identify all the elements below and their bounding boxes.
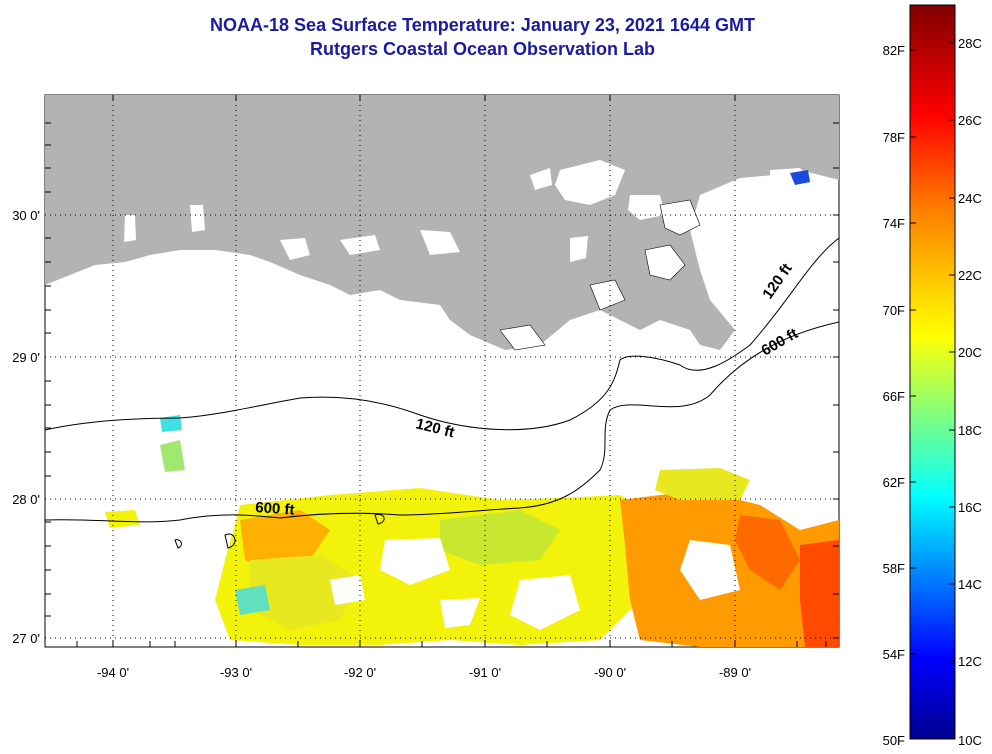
frame-ticks xyxy=(45,95,839,647)
colorbar-c-label: 22C xyxy=(958,268,982,283)
sst-patch-yellow-west xyxy=(250,555,360,630)
sst-patch-orange-west xyxy=(240,510,330,570)
contour-label-600ft: 600 ft xyxy=(255,499,295,519)
contour-120ft-shelf xyxy=(45,237,839,431)
colorbar-f-label: 78F xyxy=(883,130,905,145)
lake-white xyxy=(280,238,310,260)
lake-salvador xyxy=(570,236,588,262)
bathymetry-contours xyxy=(45,237,839,549)
no-data-gap-2 xyxy=(510,575,580,630)
colorbar-f-label: 50F xyxy=(883,733,905,748)
lat-label-28: 28 0' xyxy=(12,492,40,507)
map-title: NOAA-18 Sea Surface Temperature: January… xyxy=(210,15,755,35)
sst-patch-green-mid xyxy=(440,510,560,565)
lon-label-93: -93 0' xyxy=(220,665,252,680)
sst-patch-cyan-north xyxy=(160,415,182,432)
colorbar-c-label: 18C xyxy=(958,423,982,438)
colorbar xyxy=(909,4,956,740)
lake-atchafalaya xyxy=(420,230,460,255)
colorbar-f-label: 62F xyxy=(883,475,905,490)
delta-marsh xyxy=(499,199,701,351)
contour-600ft-islands xyxy=(174,513,385,549)
colorbar-f-label: 66F xyxy=(883,389,905,404)
no-data-gap-5 xyxy=(330,575,365,605)
sst-patch-red-east xyxy=(735,515,800,590)
colorbar-f-label: 58F xyxy=(883,561,905,576)
colorbar-f-label: 74F xyxy=(883,216,905,231)
colorbar-c-label: 10C xyxy=(958,733,982,748)
contour-600ft-slope xyxy=(45,321,839,523)
lake-maurepas xyxy=(530,168,552,190)
no-data-gap-4 xyxy=(440,598,480,628)
lon-label-92: -92 0' xyxy=(344,665,376,680)
mobile-bay-blue xyxy=(790,170,810,185)
lat-label-30: 30 0' xyxy=(12,208,40,223)
colorbar-c-label: 28C xyxy=(958,36,982,51)
colorbar-c-label: 20C xyxy=(958,345,982,360)
lake-calcasieu xyxy=(190,205,205,232)
map-subtitle: Rutgers Coastal Ocean Observation Lab xyxy=(309,39,656,59)
lake-sabine xyxy=(124,215,136,242)
lake-borgne xyxy=(628,195,665,220)
sst-patch-yellow-far-west xyxy=(105,510,140,528)
colorbar-f-label: 54F xyxy=(883,647,905,662)
sst-patch-green-north xyxy=(160,440,185,472)
lat-label-27: 27 0' xyxy=(12,631,40,646)
no-data-gap-3 xyxy=(680,540,740,600)
sst-patch-yellow-east xyxy=(655,468,750,500)
lon-label-90: -90 0' xyxy=(594,665,626,680)
land-gulf-coast xyxy=(45,95,839,350)
lat-label-29: 29 0' xyxy=(12,350,40,365)
colorbar-c-label: 24C xyxy=(958,191,982,206)
colorbar-c-label: 16C xyxy=(958,500,982,515)
no-data-gap-1 xyxy=(380,538,450,585)
colorbar-c-label: 26C xyxy=(958,113,982,128)
sst-data xyxy=(105,415,839,647)
lon-label-94: -94 0' xyxy=(97,665,129,680)
colorbar-f-label: 70F xyxy=(883,303,905,318)
lake-pontchartrain xyxy=(555,160,625,205)
lon-label-91: -91 0' xyxy=(469,665,501,680)
colorbar-c-label: 12C xyxy=(958,654,982,669)
colorbar-c-label: 14C xyxy=(958,577,982,592)
colorbar-f-label: 82F xyxy=(883,43,905,58)
lon-label-89: -89 0' xyxy=(719,665,751,680)
colorbar-ticks xyxy=(910,42,955,662)
sst-patch-darkred-east xyxy=(800,540,839,647)
sst-patch-cyan-sw xyxy=(235,585,270,615)
